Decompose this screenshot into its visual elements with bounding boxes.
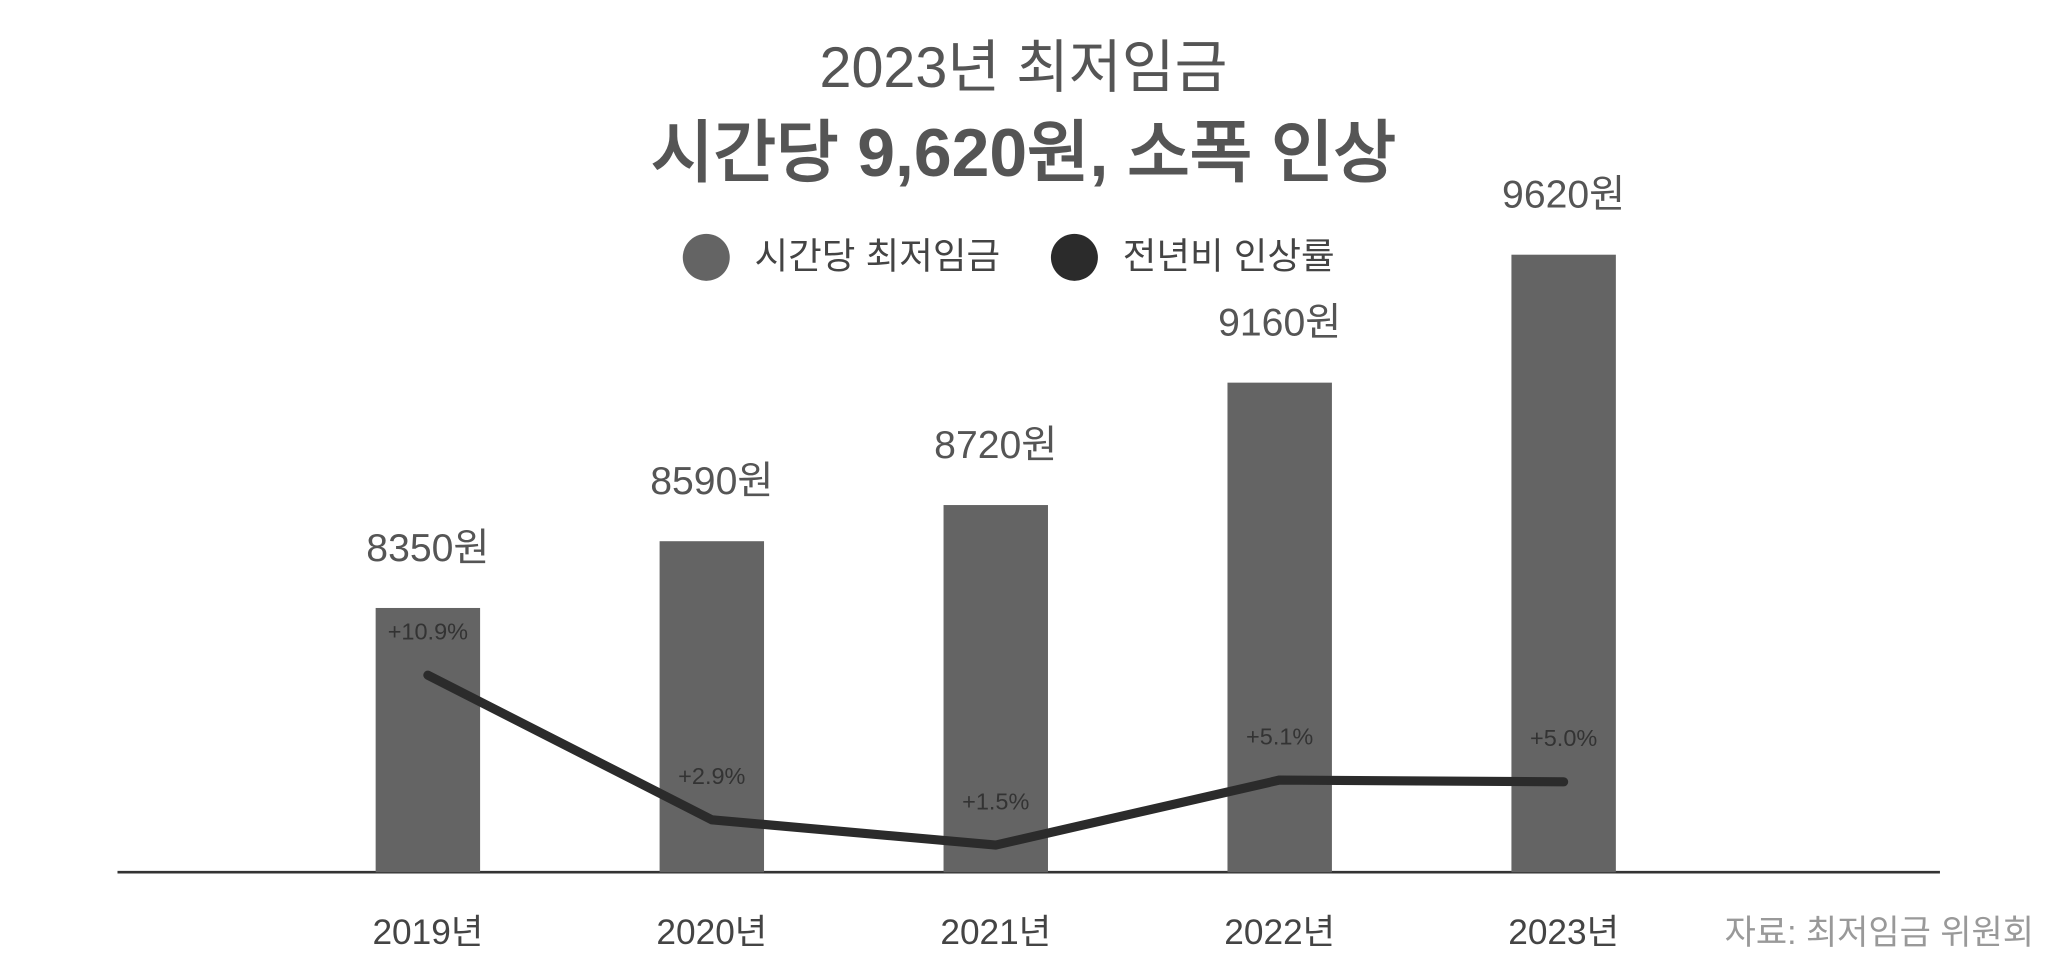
- bar-value-label: 9620원: [1502, 174, 1625, 217]
- legend-label: 전년비 인상률: [1123, 235, 1335, 276]
- legend-label: 시간당 최저임금: [755, 235, 1001, 276]
- source-note: 자료: 최저임금 위원회: [1725, 914, 2034, 952]
- rate-label: +1.5%: [962, 789, 1029, 815]
- bar: [1511, 254, 1616, 873]
- rate-label: +5.0%: [1530, 725, 1597, 751]
- bar: [375, 607, 481, 873]
- rate-label: +2.9%: [678, 763, 745, 789]
- rate-label: +5.1%: [1246, 723, 1313, 749]
- legend-marker: [682, 233, 730, 281]
- x-tick-label: 2019년: [372, 913, 483, 952]
- bar-value-label: 8350원: [366, 527, 489, 570]
- bar: [1227, 382, 1332, 873]
- bar-value-label: 8720원: [934, 424, 1057, 467]
- x-tick-label: 2021년: [940, 913, 1051, 952]
- bar-value-label: 8590원: [650, 460, 773, 503]
- x-tick-label: 2023년: [1508, 913, 1619, 952]
- bar: [943, 505, 1048, 873]
- chart-title: 2023년 최저임금: [820, 36, 1228, 100]
- x-tick-label: 2020년: [656, 913, 767, 952]
- chart-subtitle: 시간당 9,620원, 소폭 인상: [651, 116, 1396, 191]
- x-tick-label: 2022년: [1224, 913, 1335, 952]
- bar-value-label: 9160원: [1218, 302, 1341, 345]
- rate-label: +10.9%: [388, 619, 468, 645]
- legend-marker: [1050, 233, 1098, 281]
- rate-line: [423, 670, 1569, 850]
